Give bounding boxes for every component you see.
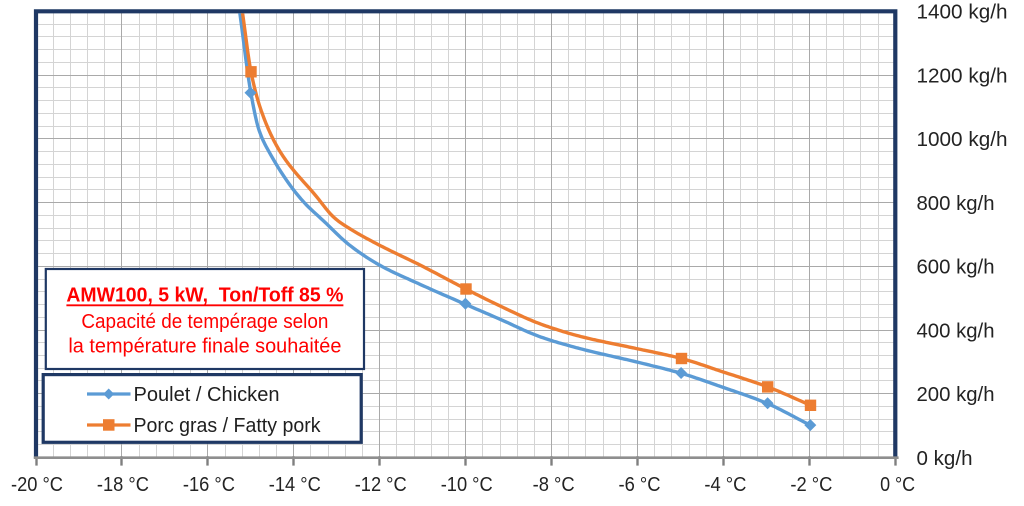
svg-text:-4 °C: -4 °C	[704, 474, 746, 496]
svg-text:-6 °C: -6 °C	[619, 474, 661, 496]
svg-text:0 °C: 0 °C	[880, 474, 915, 496]
svg-text:-16 °C: -16 °C	[183, 474, 235, 496]
svg-text:-14 °C: -14 °C	[269, 474, 321, 496]
svg-text:la température finale souhaité: la température finale souhaitée	[68, 336, 341, 358]
svg-text:-8 °C: -8 °C	[533, 474, 575, 496]
svg-text:200 kg/h: 200 kg/h	[917, 384, 995, 406]
svg-text:1400 kg/h: 1400 kg/h	[917, 2, 1008, 24]
svg-text:Porc gras / Fatty pork: Porc gras / Fatty pork	[134, 415, 322, 437]
svg-text:AMW100, 5 kW, Ton/Toff 85 %: AMW100, 5 kW, Ton/Toff 85 %	[66, 285, 343, 307]
svg-text:-20 °C: -20 °C	[11, 474, 63, 496]
svg-text:800 kg/h: 800 kg/h	[917, 193, 995, 215]
svg-text:-2 °C: -2 °C	[790, 474, 832, 496]
svg-text:-18 °C: -18 °C	[97, 474, 149, 496]
svg-text:600 kg/h: 600 kg/h	[917, 257, 995, 279]
svg-text:Poulet / Chicken: Poulet / Chicken	[134, 384, 280, 406]
svg-text:1200 kg/h: 1200 kg/h	[917, 65, 1008, 87]
svg-text:1000 kg/h: 1000 kg/h	[917, 129, 1008, 151]
svg-text:400 kg/h: 400 kg/h	[917, 320, 995, 342]
svg-text:-10 °C: -10 °C	[441, 474, 493, 496]
svg-text:-12 °C: -12 °C	[355, 474, 407, 496]
svg-text:0 kg/h: 0 kg/h	[917, 448, 973, 470]
svg-text:Capacité de tempérage selon: Capacité de tempérage selon	[81, 311, 328, 333]
